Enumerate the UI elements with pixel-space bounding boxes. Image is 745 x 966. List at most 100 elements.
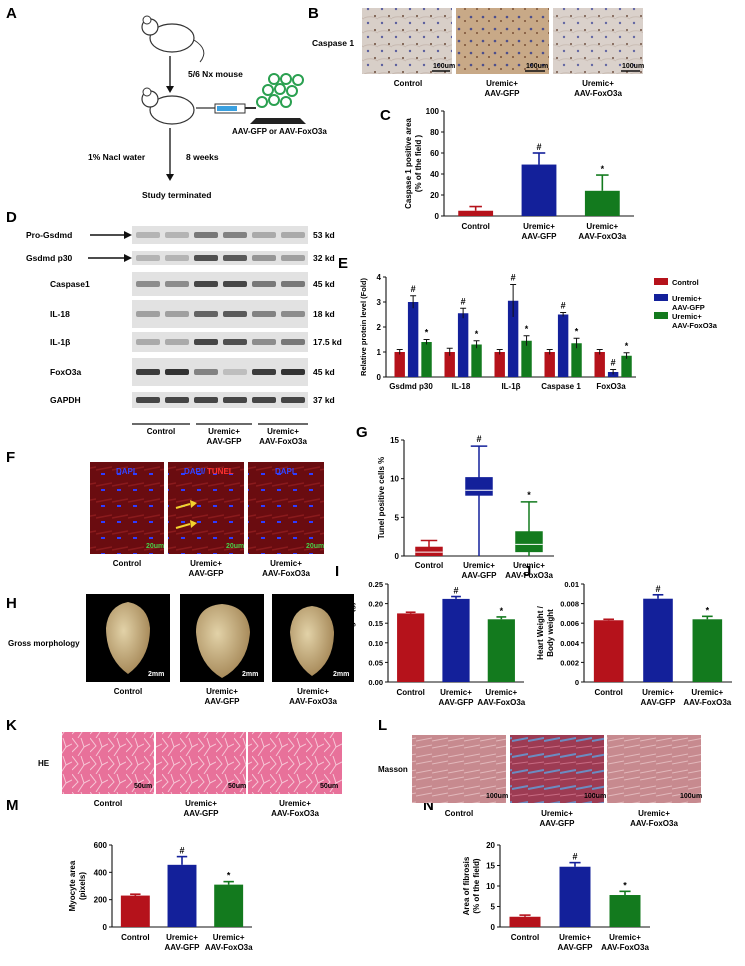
legend-swatch — [654, 312, 668, 319]
bar — [168, 865, 197, 927]
bar — [408, 302, 418, 377]
group-label-control: Control — [114, 687, 142, 696]
x-tick-label: Caspase 1 — [541, 382, 581, 391]
blot-band — [136, 281, 160, 287]
scale-bar-label: 20um — [306, 543, 324, 550]
significance-marker: * — [475, 329, 479, 339]
scale-bar-label: 100um — [680, 793, 702, 800]
y-tick-label: 4 — [377, 273, 382, 282]
blot-size-label: 37 kd — [313, 395, 335, 405]
y-tick-label: 0.25 — [368, 580, 383, 589]
bar — [585, 191, 620, 216]
y-tick-label: 60 — [430, 149, 439, 158]
significance-marker: * — [527, 490, 531, 500]
blot-band — [165, 369, 189, 375]
blot-group-uremic-foxo3a-2: AAV-FoxO3a — [259, 437, 307, 446]
x-tick-label: AAV-GFP — [165, 943, 201, 952]
bar — [471, 345, 481, 378]
blot-band — [136, 232, 160, 238]
panel-e-letter: E — [338, 255, 348, 272]
x-tick-label: Uremic+ — [691, 688, 723, 697]
panel-l-letter: L — [378, 717, 387, 734]
blot-band — [223, 339, 247, 345]
blot-band — [252, 232, 276, 238]
y-tick-label: 0.004 — [560, 639, 580, 648]
significance-marker: # — [411, 284, 416, 294]
group-label-uremic-foxo3a-1: Uremic+ — [582, 79, 614, 88]
blot-row-label: Caspase1 — [50, 279, 90, 289]
y-tick-label: 0.00 — [368, 678, 383, 687]
bar — [594, 620, 624, 682]
significance-marker: * — [500, 606, 504, 616]
group-label-uremic-foxo3a-1: Uremic+ — [297, 687, 329, 696]
blot-band — [252, 339, 276, 345]
y-tick-label: 600 — [94, 841, 108, 850]
chart-protein-levels: 01234Relative protein level (Fold) #*Gsdm… — [359, 273, 636, 392]
significance-marker: * — [601, 164, 605, 174]
group-label-uremic-foxo3a-2: AAV-FoxO3a — [271, 809, 319, 818]
significance-marker: # — [511, 273, 516, 283]
x-tick-label: AAV-GFP — [439, 698, 475, 707]
blot-band — [194, 311, 218, 317]
blot-row-label: Pro-Gsdmd — [26, 230, 72, 240]
bar — [560, 867, 591, 927]
bar — [121, 896, 150, 927]
significance-marker: # — [611, 358, 616, 368]
x-tick-label: AAV-FoxO3a — [505, 571, 553, 580]
duration-label: 8 weeks — [186, 152, 219, 162]
y-tick-label: 0.006 — [560, 619, 579, 628]
y-tick-label: 100 — [426, 107, 440, 116]
scale-bar-label: 100um — [584, 793, 606, 800]
x-tick-label: AAV-FoxO3a — [477, 698, 525, 707]
y-tick-label: 5 — [395, 513, 400, 522]
bar — [495, 352, 505, 377]
legend-swatch — [654, 294, 668, 301]
panel-f-letter: F — [6, 449, 15, 466]
blot-band — [136, 339, 160, 345]
nacl-water-label: 1% Nacl water — [88, 152, 146, 162]
x-tick-label: Uremic+ — [440, 688, 472, 697]
scale-bar-label: 2mm — [242, 671, 258, 678]
box — [415, 547, 443, 556]
significance-marker: * — [575, 326, 579, 336]
x-tick-label: AAV-GFP — [522, 232, 558, 241]
chart-myocyte-area: 0 200 400 600 Myocyte area (pixels) # * Control U… — [68, 841, 253, 952]
mouse-top-icon — [142, 16, 204, 62]
panel-m-letter: M — [6, 797, 19, 814]
y-tick-label: 0 — [491, 923, 496, 932]
y-tick-label: 5 — [491, 903, 496, 912]
y-tick-label: 0.15 — [368, 619, 383, 628]
y-axis-label: Myocyte area — [68, 860, 77, 911]
x-tick-label: IL-1β — [501, 382, 520, 391]
y-axis-label: Tunel positive cells % — [377, 457, 386, 540]
y-tick-label: 40 — [430, 170, 439, 179]
scale-bar-label: 50um — [228, 783, 246, 790]
y-tick-label: 0.20 — [368, 600, 383, 609]
panel-b-letter: B — [308, 5, 319, 22]
panel-c-letter: C — [380, 107, 391, 124]
group-label-uremic-gfp-1: Uremic+ — [541, 809, 573, 818]
bar — [693, 619, 723, 682]
blot-band — [165, 311, 189, 317]
panel-a: A 5/6 Nx mouse — [6, 5, 327, 200]
x-tick-label: AAV-FoxO3a — [601, 943, 649, 952]
x-tick-label: Control — [415, 561, 443, 570]
panel-d-letter: D — [6, 209, 17, 226]
group-label-uremic-gfp-2: AAV-GFP — [485, 89, 521, 98]
blot-band — [252, 369, 276, 375]
significance-marker: * — [525, 324, 529, 334]
x-tick-label: Control — [461, 222, 489, 231]
blot-size-label: 18 kd — [313, 309, 335, 319]
masson-row-label: Masson — [378, 765, 408, 774]
legend-label: AAV-FoxO3a — [672, 321, 718, 330]
group-label-uremic-gfp-1: Uremic+ — [206, 687, 238, 696]
blot-band — [136, 255, 160, 261]
group-label-uremic-foxo3a-2: AAV-FoxO3a — [574, 89, 622, 98]
bar — [488, 619, 515, 682]
y-axis-label: (pixels) — [78, 872, 87, 900]
blot-band — [165, 232, 189, 238]
blot-band — [194, 369, 218, 375]
y-tick-label: 0 — [103, 923, 108, 932]
dapi-tunel-label-dapi: DAPI/ — [184, 467, 206, 476]
bar — [621, 356, 631, 377]
